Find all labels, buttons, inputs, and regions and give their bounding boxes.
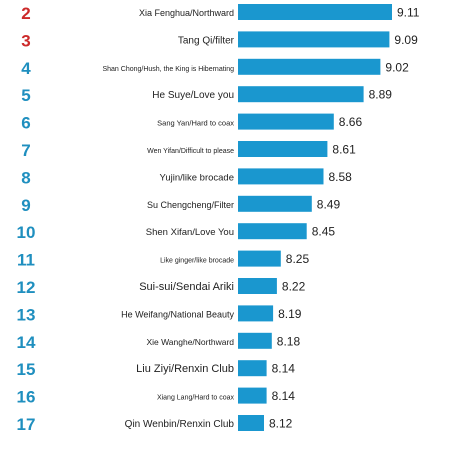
rank-number: 16 [17,388,36,407]
bar [238,4,392,20]
category-label: Sang Yan/Hard to coax [157,119,234,128]
bar [238,223,307,240]
bar [238,168,324,185]
value-label: 8.12 [269,417,293,431]
rank-number: 14 [17,333,36,352]
category-label: Like ginger/like brocade [160,258,234,265]
bar [238,415,264,431]
value-label: 8.14 [272,389,296,403]
category-label: He Suye/Love you [152,90,234,101]
bar [238,360,267,377]
rank-number: 15 [17,360,36,379]
chart-rows: 2 Xia Fenghua/Northward 9.11 3 Tang Qi/filte… [17,4,420,434]
bar [238,31,390,48]
category-label: He Weifang/National Beauty [121,309,234,319]
category-label: Yujin/like brocade [160,172,234,183]
rank-number: 11 [17,251,35,270]
category-label: Xia Fenghua/Northward [139,8,234,18]
bar [238,86,364,103]
value-label: 9.09 [394,33,418,47]
rank-number: 12 [17,278,36,297]
value-label: 9.02 [385,60,409,74]
rank-number: 8 [21,168,30,187]
rank-number: 2 [21,4,30,23]
bar [238,58,381,75]
value-label: 8.66 [339,115,363,129]
category-label: Tang Qi/filter [178,35,235,46]
rank-number: 4 [21,59,31,78]
bar [238,113,334,130]
category-label: Shen Xifan/Love You [146,227,234,238]
value-label: 8.25 [286,252,310,266]
category-label: Su Chengcheng/Filter [147,200,234,210]
value-label: 8.45 [312,225,336,239]
rank-number: 10 [17,223,36,242]
category-label: Xiang Lang/Hard to coax [157,395,235,402]
rank-number: 9 [21,196,30,215]
category-label: Wen Yifan/Difficult to please [147,148,234,155]
rank-number: 3 [21,31,30,50]
rank-number: 13 [17,305,36,324]
value-label: 8.22 [282,280,306,294]
bar [238,278,277,294]
value-label: 8.89 [369,88,393,102]
value-label: 8.14 [272,362,296,376]
bar [238,387,267,404]
value-label: 8.58 [329,170,353,184]
value-label: 8.49 [317,197,341,211]
rank-number: 17 [17,415,36,434]
bar [238,250,281,267]
rank-number: 6 [21,114,30,133]
bar [238,305,274,322]
bar [238,141,328,157]
value-label: 8.19 [278,307,302,321]
value-label: 8.61 [332,143,356,157]
category-label: Xie Wanghe/Northward [146,337,234,347]
category-label: Shan Chong/Hush, the King is Hibernating [102,66,234,73]
category-label: Sui-sui/Sendai Ariki [139,281,234,293]
bar [238,332,272,349]
rank-number: 7 [21,141,30,160]
value-label: 8.18 [277,334,301,348]
category-label: Qin Wenbin/Renxin Club [125,419,235,430]
bar [238,195,312,212]
value-label: 9.11 [397,6,420,20]
rank-number: 5 [21,86,30,105]
category-label: Liu Ziyi/Renxin Club [136,363,234,375]
